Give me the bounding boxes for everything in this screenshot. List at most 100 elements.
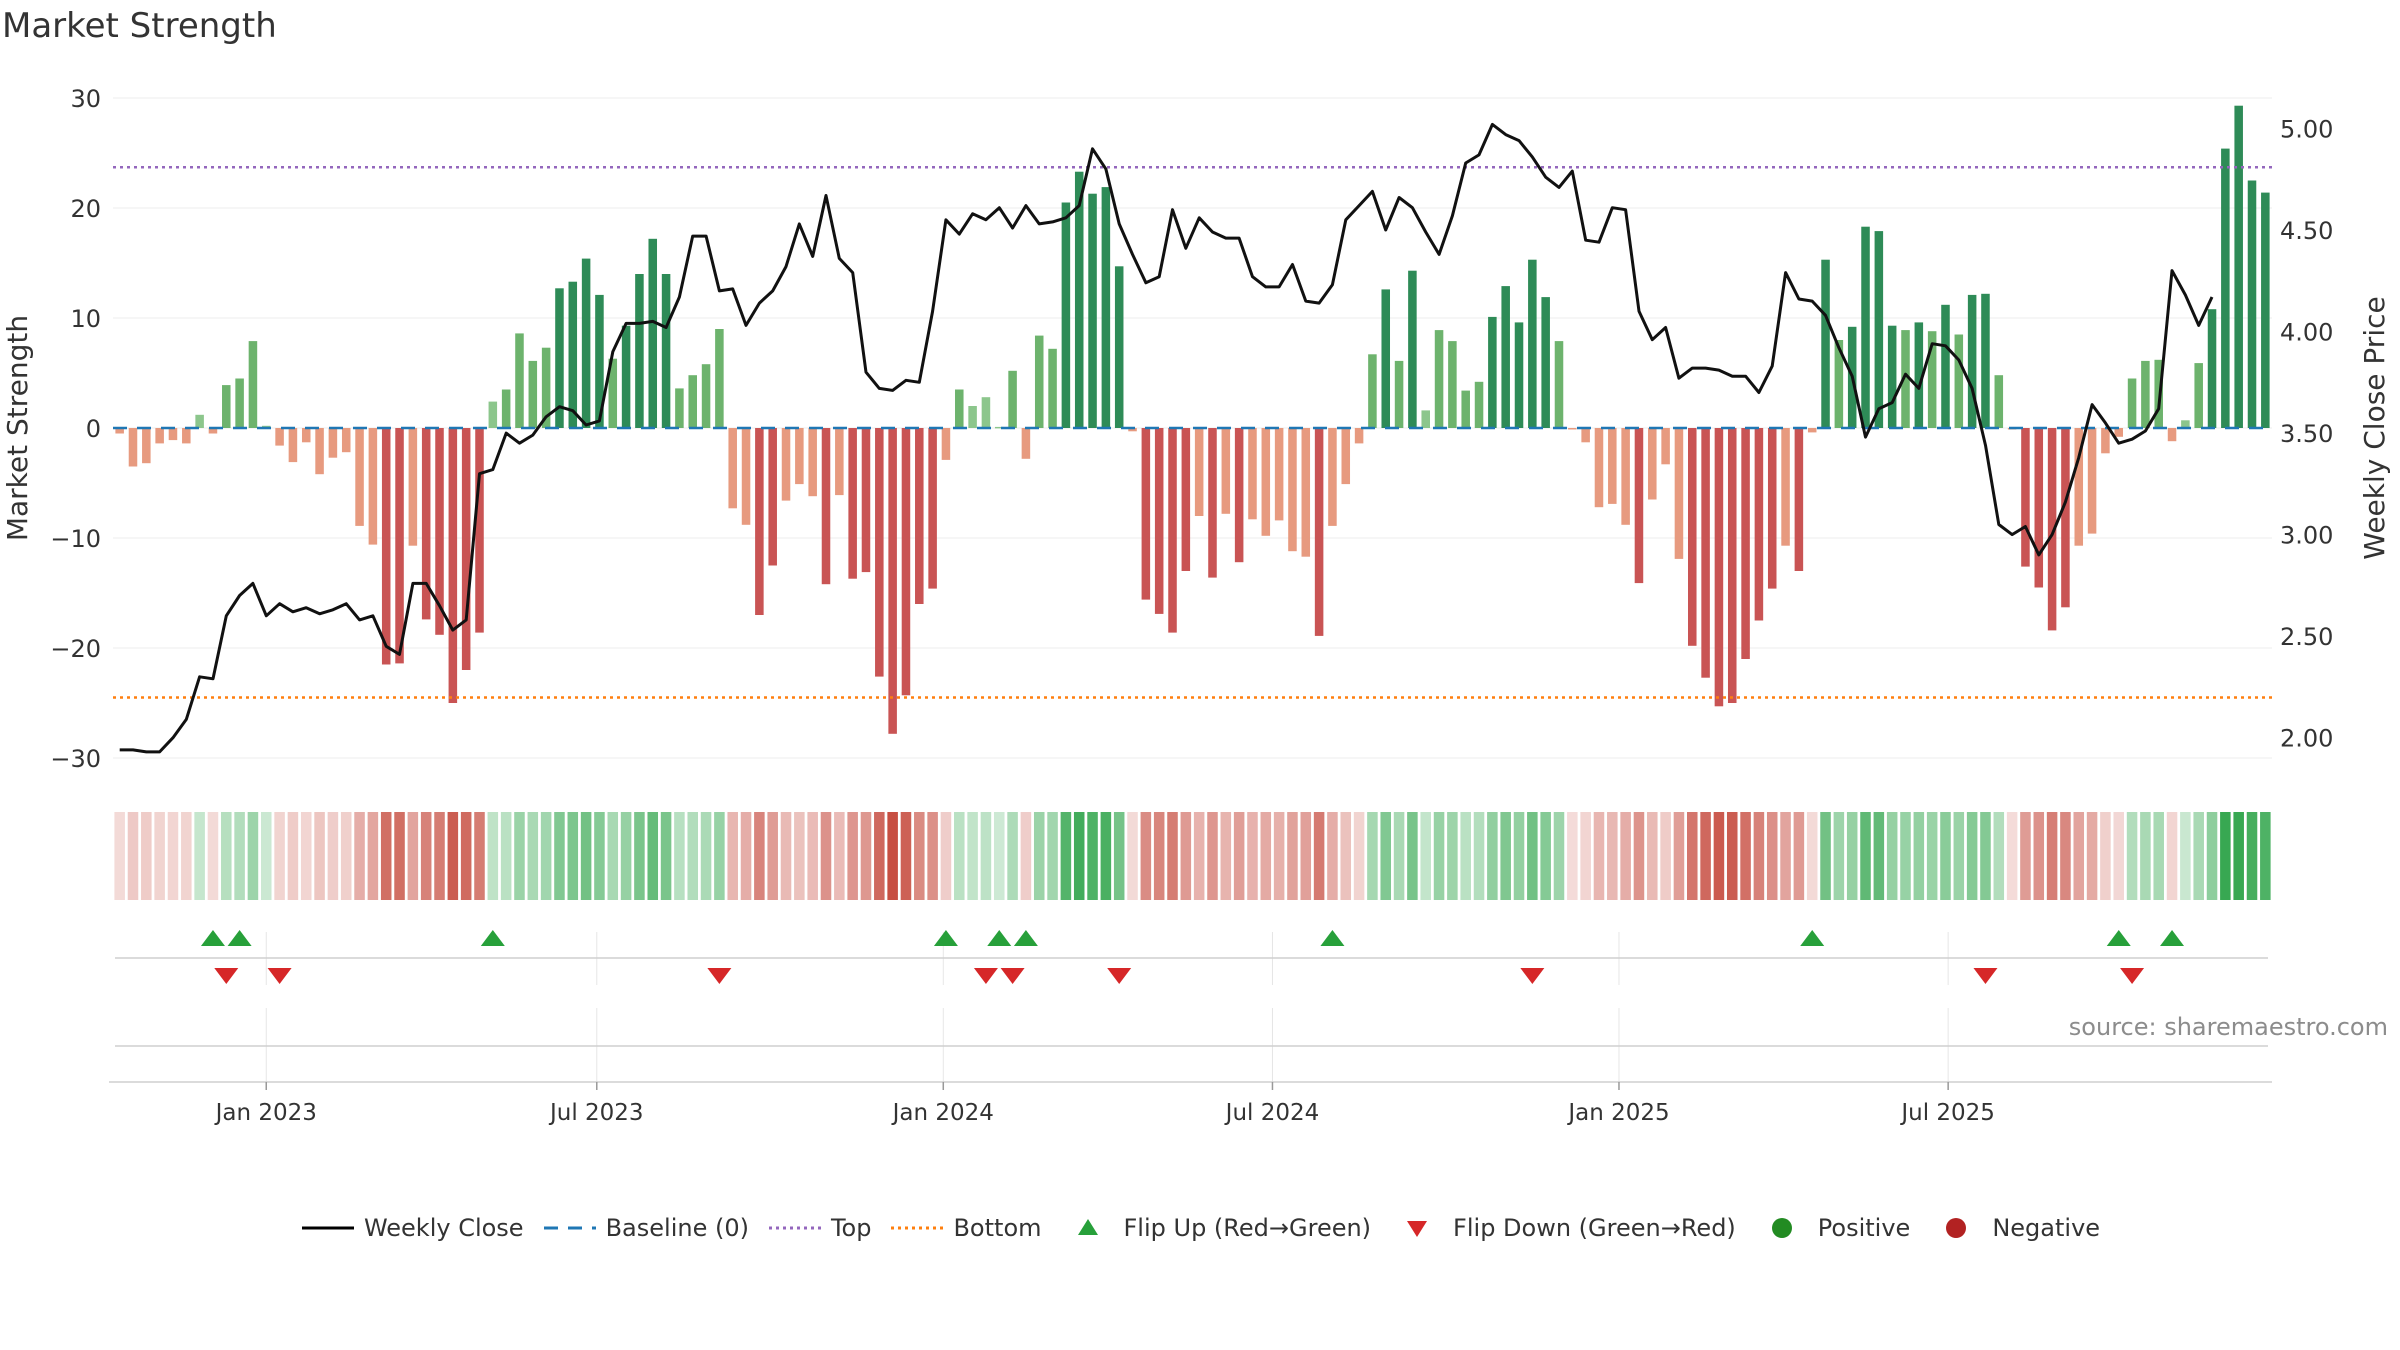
- heat-cell: [1153, 812, 1165, 900]
- heat-cell: [167, 812, 179, 900]
- heat-cell: [780, 812, 792, 900]
- strength-bar: [1541, 297, 1550, 428]
- heat-cell: [1620, 812, 1631, 900]
- legend: Weekly Close Baseline (0) Top Bottom Fli…: [0, 1206, 2400, 1250]
- heat-cell: [847, 812, 858, 900]
- strength-bar: [341, 428, 351, 453]
- heat-cell: [980, 812, 992, 900]
- heat-cell: [327, 812, 339, 900]
- strength-bar: [2247, 180, 2257, 428]
- strength-bar: [2194, 363, 2203, 428]
- flip-down-marker: [707, 968, 732, 984]
- strength-bar: [195, 414, 204, 428]
- legend-item-flip-down[interactable]: Flip Down (Green→Red): [1389, 1208, 1736, 1248]
- strength-bar: [741, 428, 751, 525]
- heat-cell: [1180, 812, 1192, 900]
- y-tick-label: 20: [70, 195, 101, 223]
- strength-bar: [1661, 428, 1670, 465]
- legend-item-flip-up[interactable]: Flip Up (Red→Green): [1060, 1208, 1371, 1248]
- strength-bar: [115, 428, 124, 434]
- strength-bar: [621, 325, 631, 428]
- strength-bar: [595, 294, 604, 428]
- strength-bar: [1474, 381, 1484, 428]
- strength-bar: [901, 428, 911, 696]
- strength-bar: [435, 428, 444, 635]
- strength-bar: [835, 428, 844, 496]
- heat-cell: [607, 812, 619, 900]
- heat-cell: [1260, 812, 1272, 900]
- strength-bar: [1821, 259, 1830, 428]
- legend-item-top[interactable]: Top: [767, 1208, 872, 1248]
- strength-bar: [1861, 226, 1870, 428]
- strength-bar: [168, 428, 178, 441]
- strength-bar: [1221, 428, 1231, 514]
- heat-cell: [1820, 812, 1831, 900]
- strength-bar: [1594, 428, 1604, 508]
- strength-bar: [1581, 428, 1590, 443]
- x-tick-label: Jul 2025: [1899, 1100, 1995, 1126]
- strength-bar: [648, 238, 658, 428]
- strength-bar: [1354, 428, 1364, 444]
- legend-item-negative[interactable]: Negative: [1928, 1208, 2100, 1248]
- strength-bar: [1434, 330, 1444, 428]
- strength-bar: [581, 258, 591, 428]
- strength-bar: [235, 378, 244, 428]
- strength-bar: [981, 397, 991, 428]
- weekly-close-line: [119, 122, 2214, 754]
- heat-cell: [207, 812, 219, 900]
- heat-cell: [700, 812, 712, 900]
- heat-cell: [1113, 812, 1125, 900]
- heat-cell: [394, 812, 405, 900]
- strength-bar: [1794, 428, 1804, 571]
- strength-bar: [1341, 428, 1351, 485]
- heat-cell: [1380, 812, 1392, 900]
- strength-bar: [1994, 375, 2004, 428]
- heat-cell: [527, 812, 539, 900]
- strength-bar: [568, 281, 578, 428]
- strength-bar: [1767, 428, 1777, 589]
- heat-cell: [2020, 812, 2031, 900]
- flip-up-marker: [200, 930, 225, 946]
- legend-item-baseline[interactable]: Baseline (0): [542, 1208, 749, 1248]
- legend-item-positive[interactable]: Positive: [1754, 1208, 1910, 1248]
- legend-item-bottom[interactable]: Bottom: [889, 1208, 1042, 1248]
- heat-cell: [1233, 812, 1245, 900]
- heat-cell: [2260, 812, 2271, 900]
- strength-bar: [1088, 193, 1097, 428]
- legend-label: Top: [830, 1214, 872, 1242]
- heat-cell: [1487, 812, 1498, 900]
- strength-bar: [475, 428, 484, 633]
- strength-bar: [222, 385, 231, 428]
- strength-bar: [728, 428, 737, 509]
- strength-bar: [994, 426, 1004, 429]
- strength-bar: [1394, 360, 1404, 428]
- legend-label: Flip Down (Green→Red): [1453, 1214, 1736, 1242]
- strength-bar: [515, 333, 524, 428]
- flip-up-marker: [933, 930, 958, 946]
- heat-cell: [234, 812, 245, 900]
- heat-cell: [460, 812, 472, 900]
- heat-cell: [993, 812, 1005, 900]
- heat-cell: [154, 812, 165, 900]
- strength-bar: [1807, 428, 1817, 433]
- heat-cell: [1300, 812, 1312, 900]
- strength-bar: [1048, 348, 1057, 428]
- heat-cell: [727, 812, 738, 900]
- flip-down-marker: [1000, 968, 1025, 984]
- heat-cell: [1607, 812, 1618, 900]
- heat-cell: [954, 812, 965, 900]
- strength-bar: [1674, 428, 1684, 559]
- strength-bar: [381, 428, 391, 665]
- flip-up-marker: [1800, 930, 1825, 946]
- heat-cell: [1433, 812, 1445, 900]
- strength-bar: [1101, 187, 1111, 428]
- heat-cell: [1060, 812, 1072, 900]
- flip-down-marker: [267, 968, 292, 984]
- strength-bar: [301, 428, 311, 443]
- flip-up-marker: [1320, 930, 1345, 946]
- heat-cell: [2086, 812, 2098, 900]
- heat-cell: [2060, 812, 2071, 900]
- heat-cell: [1873, 812, 1885, 900]
- legend-item-weekly-close[interactable]: Weekly Close: [300, 1208, 524, 1248]
- heat-cell: [900, 812, 912, 900]
